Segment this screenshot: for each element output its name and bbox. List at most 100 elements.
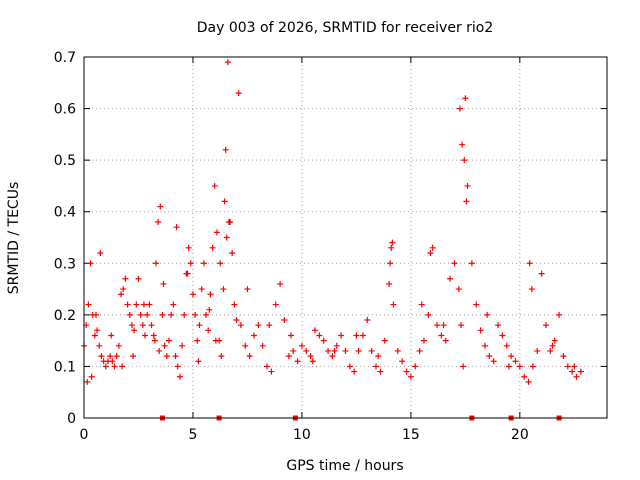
data-point xyxy=(285,353,292,360)
data-point xyxy=(542,322,549,329)
data-point xyxy=(463,198,470,205)
y-tick-label: 0.3 xyxy=(54,256,76,272)
data-point xyxy=(108,332,115,339)
y-axis-label: SRMTID / TECUs xyxy=(6,182,22,295)
data-point xyxy=(229,249,236,256)
data-point xyxy=(298,342,305,349)
data-point xyxy=(429,244,436,251)
data-point xyxy=(440,322,447,329)
data-point xyxy=(139,322,146,329)
data-point xyxy=(418,301,425,308)
data-point xyxy=(434,322,441,329)
y-tick-label: 0.7 xyxy=(54,50,76,66)
data-point xyxy=(375,353,382,360)
data-point xyxy=(126,311,133,318)
data-point xyxy=(329,353,336,360)
data-point xyxy=(118,291,125,298)
data-point xyxy=(495,322,502,329)
data-point xyxy=(246,353,253,360)
data-point xyxy=(187,260,194,267)
data-point xyxy=(564,363,571,370)
tick-marks xyxy=(83,56,607,419)
data-point xyxy=(185,244,192,251)
data-point xyxy=(170,301,177,308)
data-point xyxy=(342,347,349,354)
data-point xyxy=(225,219,232,226)
y-tick-label: 0 xyxy=(67,411,76,427)
data-point xyxy=(189,291,196,298)
data-point xyxy=(209,244,216,251)
data-point xyxy=(102,363,109,370)
data-point xyxy=(135,275,142,282)
data-point xyxy=(168,311,175,318)
data-point xyxy=(142,332,149,339)
data-point xyxy=(460,363,467,370)
data-point xyxy=(387,260,394,267)
data-point xyxy=(181,311,188,318)
data-point xyxy=(403,368,410,375)
data-point xyxy=(399,358,406,365)
data-point xyxy=(222,146,229,153)
data-point xyxy=(525,378,532,385)
data-point xyxy=(130,353,137,360)
data-point xyxy=(120,286,127,293)
data-point xyxy=(242,342,249,349)
data-point xyxy=(133,301,140,308)
x-tick-label: 5 xyxy=(188,427,197,443)
data-point xyxy=(571,363,578,370)
data-point xyxy=(194,337,201,344)
data-point xyxy=(88,373,95,380)
data-point xyxy=(259,342,266,349)
x-tick-label: 15 xyxy=(402,427,420,443)
data-point xyxy=(179,342,186,349)
data-point xyxy=(223,234,230,241)
data-point xyxy=(159,311,166,318)
data-point xyxy=(224,59,231,66)
data-point xyxy=(173,224,180,231)
data-point xyxy=(505,363,512,370)
data-point xyxy=(213,229,220,236)
data-point xyxy=(407,373,414,380)
data-point xyxy=(288,332,295,339)
data-point xyxy=(528,286,535,293)
data-point xyxy=(161,342,168,349)
data-point xyxy=(128,322,135,329)
data-point xyxy=(233,317,240,324)
data-point xyxy=(150,332,157,339)
data-point xyxy=(206,306,213,313)
data-point xyxy=(140,301,147,308)
data-point xyxy=(198,286,205,293)
data-point xyxy=(196,322,203,329)
data-point xyxy=(486,353,493,360)
data-point xyxy=(490,358,497,365)
data-point xyxy=(307,353,314,360)
data-point xyxy=(250,332,257,339)
data-point xyxy=(364,317,371,324)
data-point xyxy=(316,332,323,339)
data-point xyxy=(137,311,144,318)
data-point xyxy=(412,363,419,370)
data-point xyxy=(235,90,242,97)
data-point xyxy=(516,363,523,370)
data-point xyxy=(160,280,167,287)
data-point xyxy=(377,368,384,375)
y-tick-label: 0.4 xyxy=(54,205,76,221)
data-point xyxy=(386,280,393,287)
data-point xyxy=(359,332,366,339)
data-point xyxy=(538,270,545,277)
data-point xyxy=(442,337,449,344)
data-point xyxy=(549,342,556,349)
data-point xyxy=(195,358,202,365)
data-point xyxy=(420,337,427,344)
data-point xyxy=(368,347,375,354)
data-point xyxy=(294,358,301,365)
data-point xyxy=(351,368,358,375)
data-point xyxy=(165,337,172,344)
data-point xyxy=(268,368,275,375)
data-point xyxy=(526,260,533,267)
data-point xyxy=(381,337,388,344)
data-point xyxy=(131,327,138,334)
data-point xyxy=(91,332,98,339)
data-point xyxy=(455,286,462,293)
